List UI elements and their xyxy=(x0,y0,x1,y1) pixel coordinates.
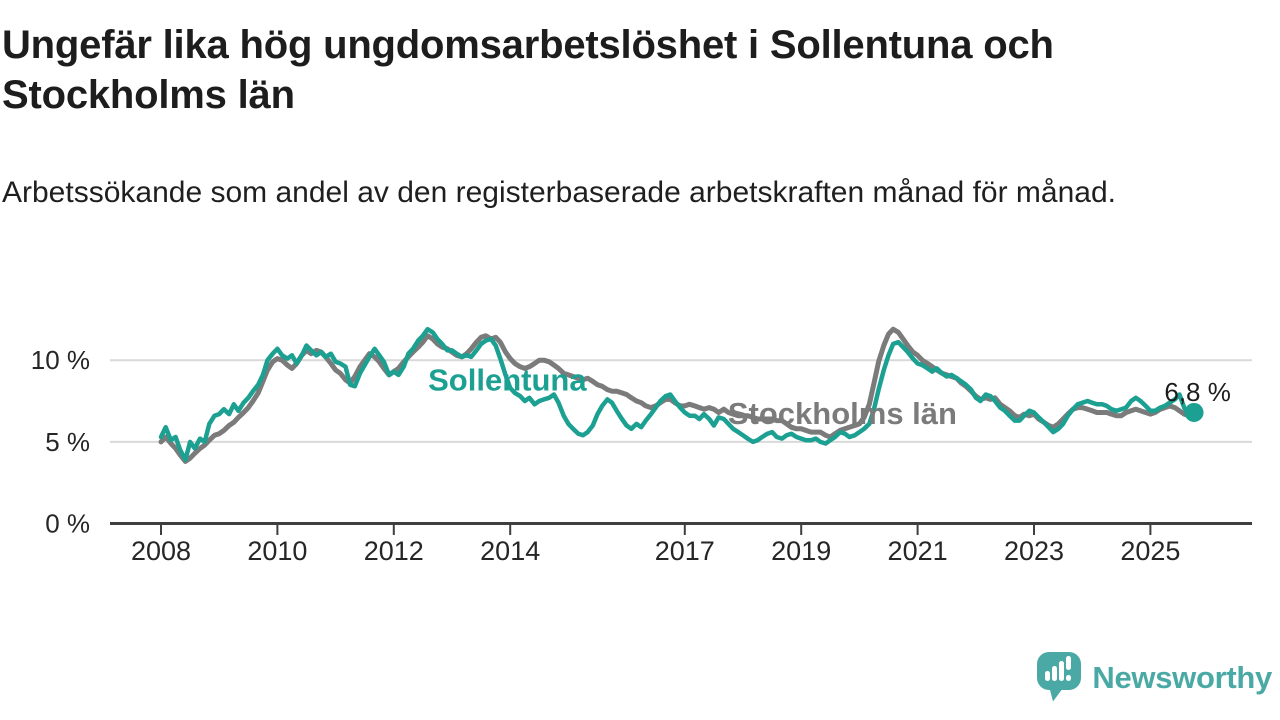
end-value-label: 6,8 % xyxy=(1164,377,1231,407)
series-label-stockholms-l-n: Stockholms län xyxy=(728,396,957,431)
series-line-sollentuna xyxy=(158,326,1197,463)
x-tick-label: 2021 xyxy=(888,536,948,566)
bar-chart-exclamation-glyph xyxy=(1045,656,1072,681)
x-tick-label: 2023 xyxy=(1004,536,1064,566)
newsworthy-logo: Newsworthy xyxy=(1037,652,1272,704)
x-tick-label: 2010 xyxy=(247,536,307,566)
newsworthy-logo-text: Newsworthy xyxy=(1092,660,1272,695)
y-tick-label: 5 % xyxy=(45,427,90,457)
x-tick-label: 2025 xyxy=(1120,536,1180,566)
series-label-sollentuna: Sollentuna xyxy=(428,363,587,398)
series-end-dot xyxy=(1184,402,1204,422)
x-tick-label: 2017 xyxy=(655,536,715,566)
x-tick-label: 2012 xyxy=(364,536,424,566)
x-tick-label: 2008 xyxy=(131,536,191,566)
chart-subtitle: Arbetssökande som andel av den registerb… xyxy=(2,176,1116,209)
y-tick-label: 0 % xyxy=(45,509,90,539)
x-tick-label: 2014 xyxy=(480,536,540,566)
x-tick-label: 2019 xyxy=(771,536,831,566)
newsworthy-logo-icon xyxy=(1037,652,1082,702)
y-tick-label: 10 % xyxy=(31,345,90,375)
chart-title: Ungefär lika hög ungdomsarbetslöshet i S… xyxy=(2,23,1054,117)
